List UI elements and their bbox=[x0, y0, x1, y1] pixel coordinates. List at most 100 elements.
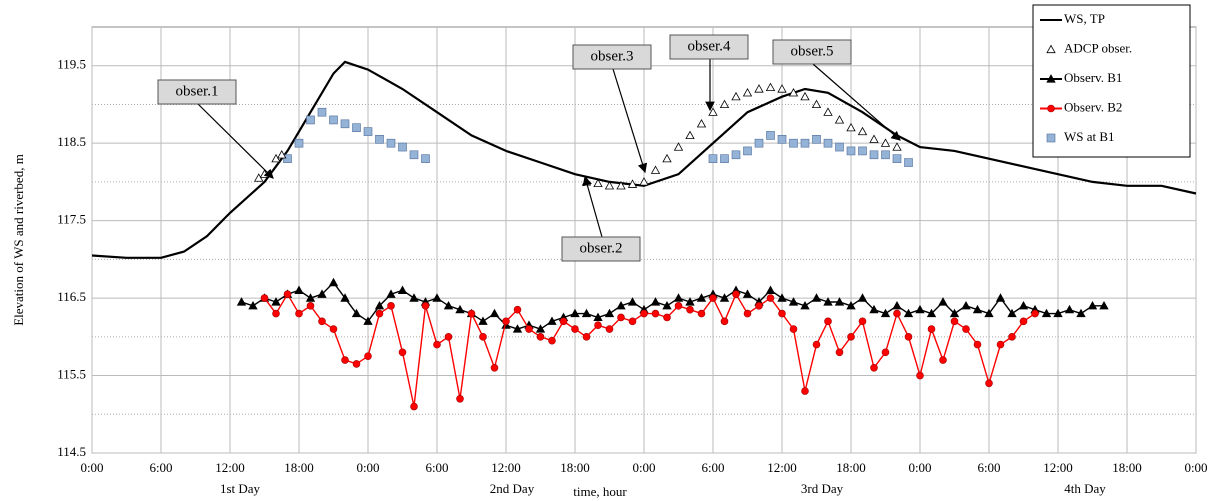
annotation-arrow bbox=[612, 68, 648, 174]
marker bbox=[800, 138, 810, 148]
marker bbox=[720, 317, 729, 326]
annotation: obser.3 bbox=[591, 48, 634, 64]
series-line bbox=[263, 292, 1036, 407]
marker bbox=[294, 285, 304, 294]
day-label: 3rd Day bbox=[801, 481, 844, 496]
y-tick-label: 114.5 bbox=[57, 444, 86, 459]
marker bbox=[858, 146, 867, 156]
marker bbox=[1087, 301, 1098, 310]
marker bbox=[973, 340, 982, 349]
marker bbox=[1041, 308, 1052, 318]
marker bbox=[915, 304, 925, 314]
marker bbox=[386, 289, 396, 298]
marker bbox=[778, 309, 786, 318]
x-tick-label: 12:00 bbox=[767, 460, 797, 475]
marker bbox=[352, 123, 361, 132]
marker bbox=[834, 297, 845, 306]
marker bbox=[479, 333, 487, 341]
annotation-box bbox=[772, 39, 852, 65]
marker bbox=[616, 180, 626, 190]
marker bbox=[364, 352, 372, 360]
marker bbox=[351, 308, 362, 318]
marker bbox=[295, 309, 303, 318]
x-tick-label: 18:00 bbox=[1112, 460, 1142, 475]
marker bbox=[697, 309, 706, 318]
marker bbox=[812, 340, 821, 349]
marker bbox=[824, 317, 832, 326]
marker bbox=[719, 99, 730, 109]
marker bbox=[823, 107, 833, 116]
marker bbox=[949, 308, 960, 318]
marker bbox=[455, 304, 465, 314]
marker bbox=[535, 324, 546, 333]
marker bbox=[340, 119, 350, 129]
marker bbox=[869, 304, 879, 314]
marker bbox=[1007, 308, 1017, 318]
marker bbox=[386, 138, 396, 148]
x-axis-label: time, hour bbox=[573, 484, 627, 499]
marker bbox=[616, 301, 626, 310]
series-line bbox=[241, 281, 1104, 330]
x-tick-label: 0:00 bbox=[1184, 460, 1207, 475]
marker bbox=[271, 297, 281, 306]
marker bbox=[892, 154, 902, 163]
marker bbox=[1018, 301, 1029, 310]
marker bbox=[708, 154, 718, 163]
marker bbox=[398, 348, 407, 357]
marker bbox=[444, 333, 453, 341]
marker bbox=[777, 293, 787, 302]
marker bbox=[835, 348, 844, 357]
marker bbox=[548, 336, 556, 345]
marker bbox=[788, 88, 799, 97]
marker bbox=[397, 285, 408, 294]
marker bbox=[869, 150, 879, 160]
x-tick-label: 6:00 bbox=[149, 460, 172, 475]
legend-label: WS, TP bbox=[1064, 11, 1105, 26]
marker bbox=[502, 317, 510, 326]
marker bbox=[421, 154, 430, 163]
marker bbox=[811, 293, 822, 302]
marker bbox=[398, 142, 407, 152]
marker bbox=[870, 363, 878, 372]
marker bbox=[742, 88, 753, 97]
marker bbox=[294, 138, 304, 148]
marker bbox=[340, 293, 350, 302]
marker bbox=[904, 158, 913, 167]
marker bbox=[375, 135, 384, 144]
day-label: 1st Day bbox=[220, 481, 261, 496]
marker bbox=[283, 154, 292, 163]
marker bbox=[443, 301, 454, 310]
x-tick-label: 12:00 bbox=[215, 460, 245, 475]
marker bbox=[570, 308, 580, 318]
marker bbox=[305, 293, 316, 302]
x-tick-label: 12:00 bbox=[491, 460, 521, 475]
marker bbox=[916, 371, 924, 380]
marker bbox=[363, 127, 373, 136]
y-tick-label: 116.5 bbox=[57, 289, 86, 304]
marker bbox=[881, 348, 890, 357]
marker bbox=[892, 301, 902, 310]
marker bbox=[996, 340, 1005, 349]
marker bbox=[512, 324, 523, 333]
x-tick-label: 0:00 bbox=[908, 460, 931, 475]
marker bbox=[1053, 308, 1063, 318]
annotation-box bbox=[157, 79, 237, 105]
marker bbox=[892, 142, 902, 151]
marker bbox=[409, 293, 419, 302]
marker bbox=[962, 325, 970, 333]
marker bbox=[823, 138, 833, 148]
legend-label: WS at B1 bbox=[1064, 129, 1115, 144]
marker bbox=[766, 131, 775, 140]
marker bbox=[880, 308, 891, 318]
marker bbox=[651, 309, 660, 318]
marker bbox=[742, 289, 753, 298]
marker bbox=[686, 305, 694, 314]
marker bbox=[709, 294, 717, 302]
marker bbox=[593, 178, 603, 188]
marker bbox=[834, 115, 845, 124]
marker bbox=[950, 317, 959, 326]
marker bbox=[605, 325, 614, 333]
marker bbox=[318, 317, 326, 326]
marker bbox=[317, 107, 327, 117]
marker bbox=[260, 294, 269, 302]
